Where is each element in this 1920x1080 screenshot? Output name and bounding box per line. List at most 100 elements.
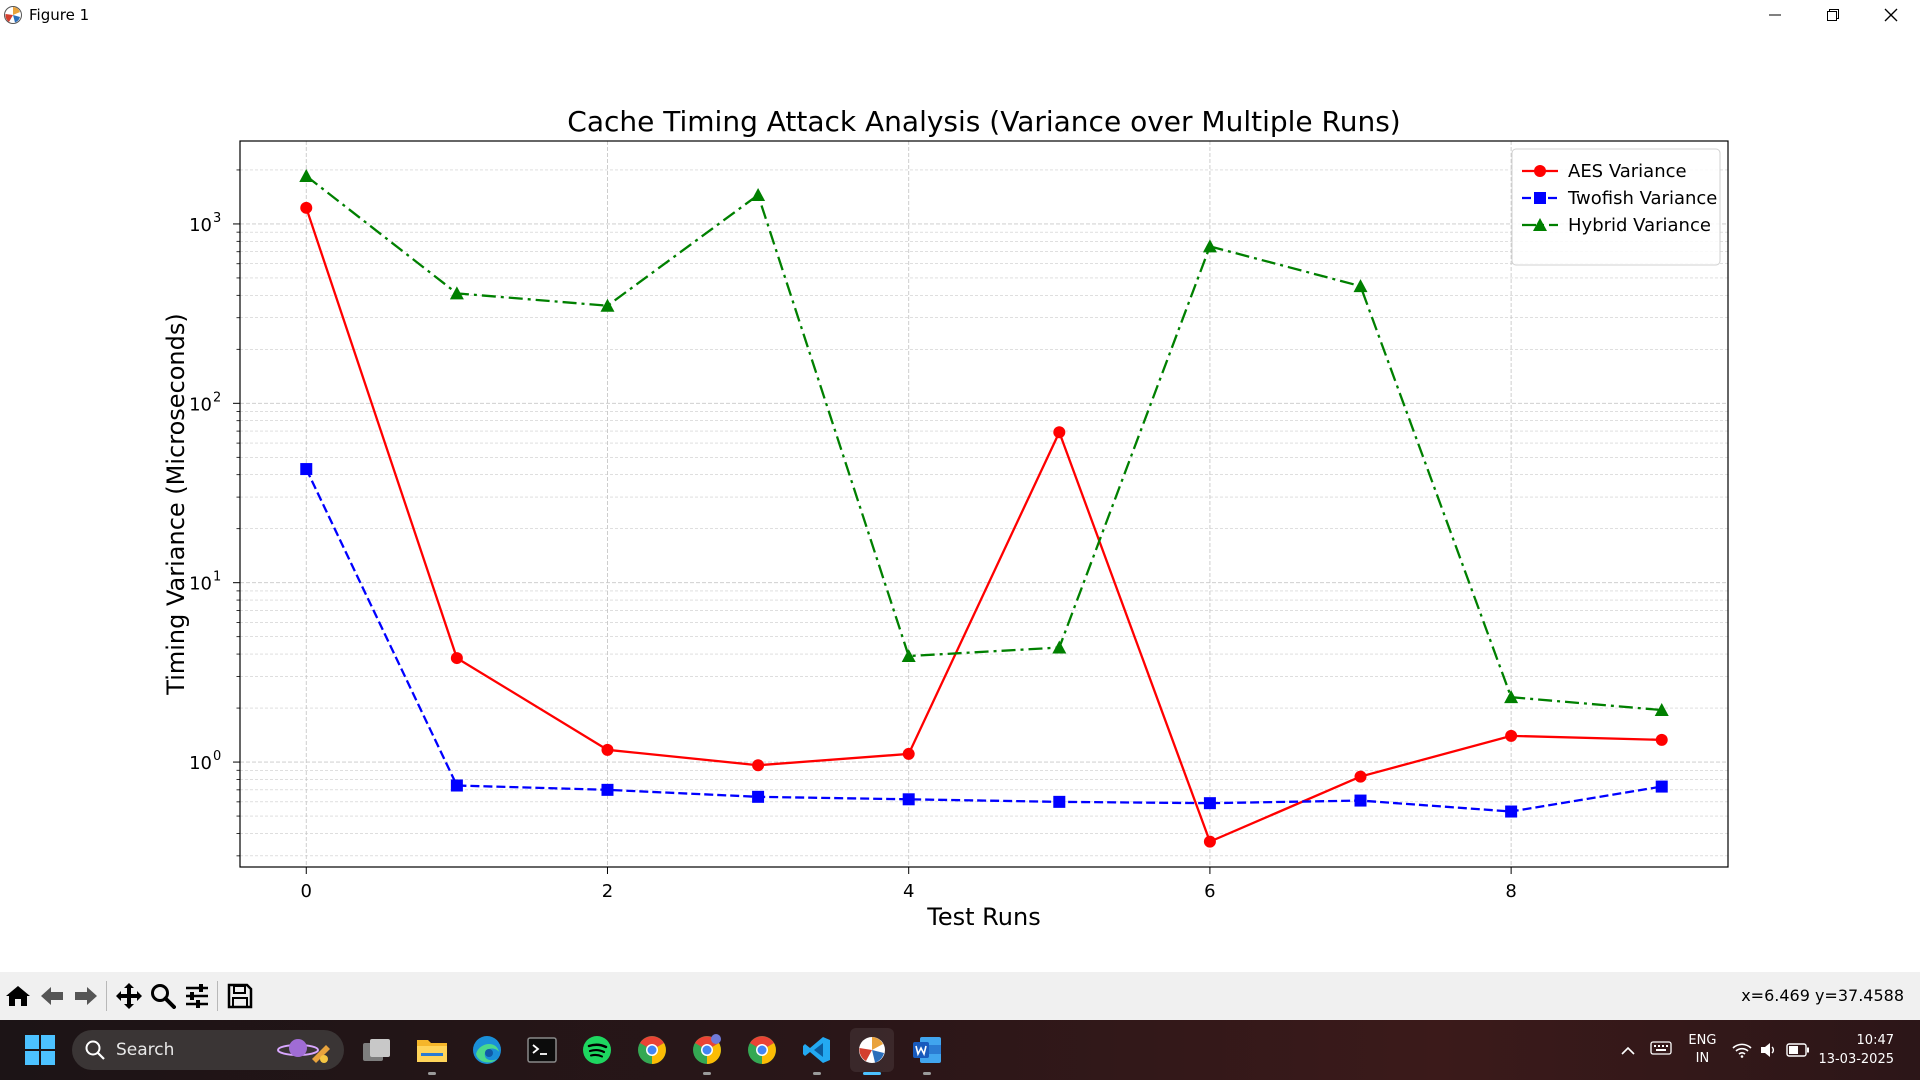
legend-marker	[1534, 165, 1546, 177]
figure-canvas[interactable]: 10 0 10 1 10 2 10 3 0 2 4 6 8 Cache Timing Attack An…	[0, 29, 1920, 972]
data-point	[1203, 797, 1216, 810]
chrome-c-button[interactable]	[685, 1028, 729, 1075]
legend-box	[1511, 148, 1721, 266]
data-point	[902, 793, 915, 806]
back-arrow-icon	[41, 987, 63, 1005]
configure-subplots-button[interactable]	[181, 979, 213, 1013]
touch-keyboard-button[interactable]	[1650, 1040, 1673, 1060]
spotify-icon	[583, 1036, 611, 1064]
data-point	[1505, 729, 1518, 742]
running-indicator	[428, 1072, 436, 1075]
legend-label: AES Variance	[1568, 161, 1687, 182]
data-point	[1655, 780, 1668, 793]
language-code: ENG	[1688, 1033, 1717, 1048]
legend-entry: AES Variance	[1522, 161, 1687, 182]
y-tick-exponent: 0	[213, 749, 221, 764]
plot-frame	[239, 140, 1729, 868]
y-tick-label: 10	[189, 574, 212, 595]
chrome-v-button[interactable]	[630, 1028, 674, 1072]
word-icon	[913, 1037, 941, 1063]
toolbar-separator	[217, 981, 218, 1011]
running-indicator	[813, 1072, 821, 1075]
chrome-c-icon	[693, 1034, 721, 1064]
chevron-up-icon	[1621, 1046, 1635, 1055]
data-point	[449, 286, 464, 300]
chrome-icon	[748, 1036, 776, 1064]
volume-icon	[1761, 1043, 1775, 1057]
edge-button[interactable]	[465, 1028, 509, 1072]
y-tick-exponent: 2	[213, 390, 221, 405]
task-view-button[interactable]	[355, 1028, 399, 1072]
terminal-button[interactable]	[520, 1028, 564, 1072]
data-point	[752, 759, 765, 772]
chart: 10 010 110 210 30 2 4 6 8 Cache Timing Attack An…	[162, 105, 1729, 931]
chrome-button[interactable]	[740, 1028, 784, 1072]
language-indicator[interactable]: ENG IN	[1688, 1032, 1716, 1068]
save-button[interactable]	[224, 979, 256, 1013]
keyboard-icon	[1650, 1041, 1673, 1055]
taskbar-search[interactable]: Search	[72, 1030, 344, 1070]
x-tick-label: 2	[602, 881, 613, 902]
restore-button[interactable]	[1804, 0, 1862, 29]
close-button[interactable]	[1862, 0, 1920, 29]
pan-button[interactable]	[113, 979, 145, 1013]
series-3	[299, 169, 1669, 717]
data-point	[450, 779, 463, 792]
vscode-button[interactable]	[795, 1028, 839, 1075]
word-button[interactable]	[905, 1028, 949, 1075]
chrome-v-icon	[638, 1036, 666, 1064]
zoom-icon	[151, 984, 176, 1009]
home-button[interactable]	[2, 979, 34, 1013]
zoom-button[interactable]	[147, 979, 179, 1013]
data-point	[1202, 239, 1217, 253]
clock-date: 13-03-2025	[1818, 1052, 1894, 1067]
python-figure-button[interactable]	[850, 1028, 894, 1075]
series-1	[300, 201, 1668, 848]
minimize-button[interactable]	[1746, 0, 1804, 29]
edge-icon	[473, 1036, 501, 1064]
task-view-icon	[363, 1039, 390, 1061]
wifi-icon	[1732, 1043, 1752, 1058]
spotify-button[interactable]	[575, 1028, 619, 1072]
legend-entry: Hybrid Variance	[1522, 215, 1711, 236]
data-point	[1654, 703, 1669, 717]
forward-arrow-icon	[75, 987, 97, 1005]
data-point	[902, 747, 915, 760]
file-explorer-button[interactable]	[410, 1028, 454, 1075]
terminal-icon	[527, 1037, 557, 1063]
x-axis-label: Test Runs	[926, 903, 1040, 931]
home-icon	[6, 986, 30, 1006]
back-button[interactable]	[36, 979, 68, 1013]
clock-time: 10:47	[1856, 1033, 1894, 1048]
restore-icon	[1827, 8, 1839, 21]
save-icon	[227, 983, 253, 1009]
show-hidden-icons-button[interactable]	[1620, 1041, 1636, 1060]
y-axis-label: Timing Variance (Microseconds)	[162, 313, 190, 695]
data-point	[300, 463, 313, 476]
data-point	[1053, 795, 1066, 808]
start-button[interactable]	[20, 1030, 60, 1070]
legend-marker	[1533, 218, 1547, 231]
legend-label: Twofish Variance	[1567, 188, 1717, 209]
forward-button[interactable]	[70, 979, 102, 1013]
quick-settings-button[interactable]	[1732, 1042, 1810, 1058]
data-point	[1655, 733, 1668, 746]
running-indicator	[703, 1072, 711, 1075]
legend-entry: Twofish Variance	[1522, 188, 1717, 209]
taskbar: Search	[0, 1020, 1920, 1080]
clock[interactable]: 10:47 13-03-2025	[1818, 1031, 1894, 1069]
x-tick-label: 8	[1505, 881, 1516, 902]
y-tick-label: 10	[189, 394, 212, 415]
data-point	[1203, 835, 1216, 848]
data-point	[1505, 805, 1518, 818]
vscode-icon	[803, 1037, 830, 1063]
search-label: Search	[116, 1040, 175, 1060]
matplotlib-logo-icon	[4, 5, 22, 24]
window-titlebar: Figure 1	[0, 0, 1920, 29]
file-explorer-icon	[417, 1040, 447, 1062]
window-title: Figure 1	[29, 5, 90, 24]
data-point	[1052, 640, 1067, 654]
legend-marker	[1534, 192, 1546, 204]
chart-title: Cache Timing Attack Analysis (Variance o…	[567, 105, 1400, 138]
data-point	[600, 298, 615, 312]
